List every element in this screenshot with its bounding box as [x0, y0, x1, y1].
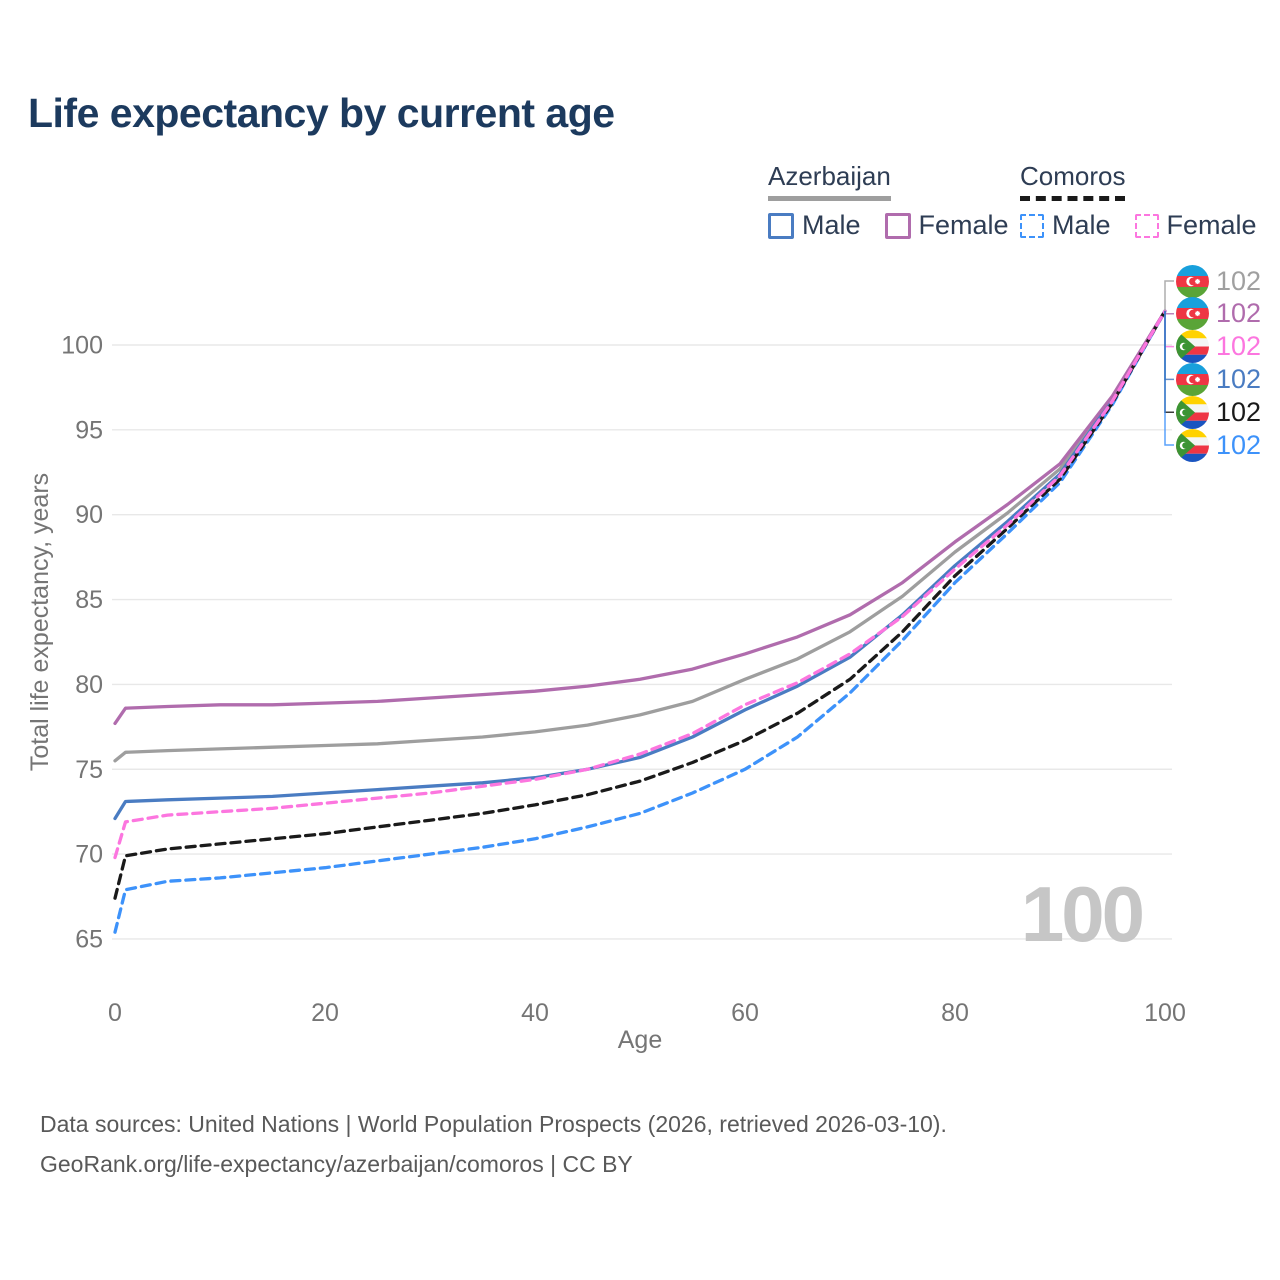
legend-label-comoros-male[interactable]: Male	[1052, 210, 1111, 240]
legend-label-azerbaijan-female[interactable]: Female	[918, 210, 1009, 240]
y-tick-label: 95	[75, 416, 103, 444]
x-tick-label: 60	[731, 999, 759, 1027]
age-watermark: 100	[1021, 870, 1143, 958]
footer-sources: Data sources: United Nations | World Pop…	[40, 1111, 947, 1137]
series-line-azerbaijan-both-sexes[interactable]	[113, 309, 1167, 763]
y-tick-label: 85	[75, 586, 103, 614]
footer: Data sources: United Nations | World Pop…	[40, 1104, 947, 1184]
legend-country-comoros[interactable]: Comoros	[1020, 161, 1126, 201]
series-line-azerbaijan-male[interactable]	[113, 309, 1167, 821]
legend-swatch-azerbaijan-female[interactable]	[884, 212, 911, 239]
x-tick-label: 0	[108, 999, 122, 1027]
legend-label-comoros-female[interactable]: Female	[1166, 210, 1257, 240]
legend-group-comoros: Comoros Male Female	[1020, 161, 1273, 241]
x-axis-title: Age	[618, 1026, 662, 1054]
series-line-azerbaijan-female[interactable]	[113, 309, 1167, 726]
y-tick-label: 65	[75, 925, 103, 953]
series-line-comoros-female[interactable]	[113, 309, 1167, 860]
legend-swatch-comoros-male[interactable]	[1020, 213, 1044, 238]
y-tick-label: 80	[75, 671, 103, 699]
end-label-connector	[1164, 311, 1174, 413]
end-label-connector	[1164, 280, 1174, 312]
footer-link: GeoRank.org/life-expectancy/azerbaijan/c…	[40, 1151, 633, 1177]
x-tick-label: 40	[521, 999, 549, 1027]
legend-country-azerbaijan[interactable]: Azerbaijan	[768, 161, 891, 201]
y-axis-title: Total life expectancy, years	[26, 473, 54, 771]
legend-label-azerbaijan-male[interactable]: Male	[802, 210, 861, 240]
x-tick-label: 100	[1144, 999, 1186, 1027]
series-line-comoros-both-sexes[interactable]	[113, 309, 1167, 900]
end-label-connector	[1164, 311, 1174, 348]
end-label-connector	[1164, 311, 1174, 446]
x-tick-label: 20	[311, 999, 339, 1027]
y-tick-label: 75	[75, 756, 103, 784]
series-line-comoros-male[interactable]	[113, 309, 1167, 934]
legend-group-azerbaijan: Azerbaijan Male Female	[768, 161, 1025, 241]
y-tick-label: 70	[75, 841, 103, 869]
y-tick-label: 90	[75, 501, 103, 529]
y-tick-label: 100	[61, 332, 103, 360]
x-tick-label: 80	[941, 999, 969, 1027]
page-title: Life expectancy by current age	[28, 90, 615, 136]
legend-swatch-azerbaijan-male[interactable]	[768, 212, 794, 239]
legend-swatch-comoros-female[interactable]	[1134, 213, 1159, 238]
